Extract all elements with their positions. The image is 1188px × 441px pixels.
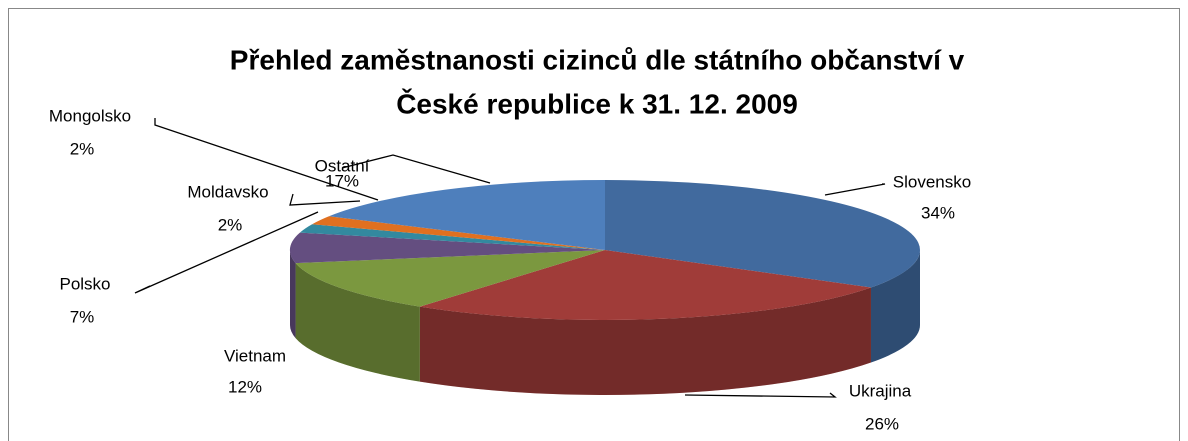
- data-label-name: Ukrajina: [849, 381, 912, 400]
- leader-line: [154, 118, 379, 201]
- data-label-name: Slovensko: [893, 172, 971, 191]
- slice: [295, 250, 605, 307]
- side-shade: [870, 250, 920, 363]
- slice-side: [419, 287, 871, 395]
- side-shade: [290, 250, 296, 339]
- data-label-name: Ostatní: [315, 156, 370, 175]
- chart-title: České republice k 31. 12. 2009: [396, 87, 798, 119]
- slice: [605, 180, 921, 288]
- data-label-value: 34%: [921, 203, 955, 222]
- leader-line: [684, 392, 837, 398]
- slice-side: [290, 250, 296, 339]
- data-label-value: 7%: [70, 307, 95, 326]
- data-label-name: Polsko: [59, 274, 110, 293]
- data-label-value: 26%: [865, 414, 899, 433]
- data-label-value: 2%: [70, 139, 95, 158]
- data-label-value: 2%: [218, 215, 243, 234]
- data-label-name: Vietnam: [224, 346, 286, 365]
- slice-side: [870, 250, 920, 363]
- data-label-value: 12%: [228, 377, 262, 396]
- data-label-name: Mongolsko: [49, 106, 131, 125]
- side-shade: [295, 263, 420, 382]
- slice: [328, 180, 605, 250]
- slice: [299, 224, 605, 250]
- leader-line: [134, 211, 319, 294]
- slice-side: [295, 263, 420, 382]
- data-label-name: Moldavsko: [187, 182, 268, 201]
- slice: [312, 216, 605, 250]
- data-label-value: 17%: [325, 171, 359, 190]
- chart-title: Přehled zaměstnanosti cizinců dle státní…: [230, 44, 965, 75]
- slice: [419, 250, 871, 320]
- chart-frame: [8, 8, 1180, 441]
- side-shade: [419, 287, 871, 395]
- leader-line: [824, 183, 886, 196]
- leader-line: [289, 193, 361, 206]
- slice: [290, 232, 605, 264]
- leader-line: [341, 154, 491, 184]
